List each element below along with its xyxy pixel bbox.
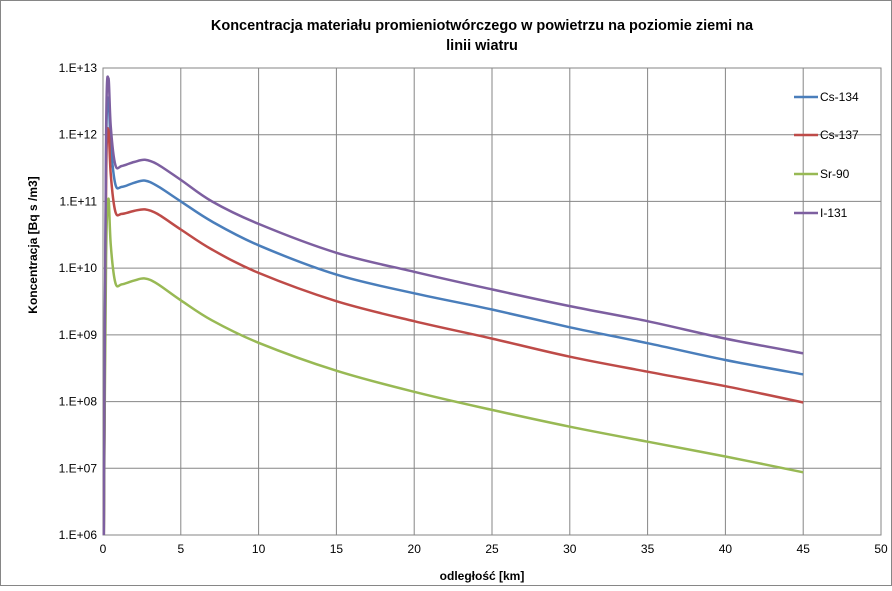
- y-tick-label: 1.E+13: [59, 61, 98, 75]
- x-tick-label: 20: [408, 542, 422, 556]
- y-axis-tick-labels: 1.E+06 1.E+07 1.E+08 1.E+09 1.E+10 1.E+11 1.E+…: [59, 61, 98, 542]
- x-tick-label: 0: [100, 542, 107, 556]
- y-tick-label: 1.E+12: [59, 128, 98, 142]
- y-tick-label: 1.E+09: [59, 328, 98, 342]
- x-tick-label: 50: [874, 542, 888, 556]
- legend-label: Cs-137: [820, 128, 859, 142]
- x-tick-label: 5: [177, 542, 184, 556]
- gridlines: [103, 68, 881, 535]
- series-line-cs-137: [102, 127, 804, 536]
- y-tick-label: 1.E+10: [59, 261, 98, 275]
- x-tick-label: 40: [719, 542, 733, 556]
- y-axis-label: Koncentracja [Bq s /m3]: [26, 176, 40, 313]
- legend-label: I-131: [820, 206, 848, 220]
- x-tick-label: 10: [252, 542, 266, 556]
- legend-label: Sr-90: [820, 167, 850, 181]
- legend: Cs-134 Cs-137 Sr-90 I-131: [794, 90, 859, 220]
- series-lines: [102, 75, 804, 536]
- x-axis-tick-labels: 0 5 10 15 20 25 30 35 40 45 50: [100, 542, 888, 556]
- x-tick-label: 25: [485, 542, 499, 556]
- chart-title-line-1: Koncentracja materiału promieniotwórczeg…: [211, 18, 754, 34]
- x-tick-label: 15: [330, 542, 344, 556]
- y-tick-label: 1.E+07: [59, 461, 98, 475]
- y-tick-label: 1.E+08: [59, 395, 98, 409]
- series-line-sr-90: [102, 197, 804, 536]
- y-tick-label: 1.E+11: [60, 194, 98, 208]
- x-tick-label: 35: [641, 542, 655, 556]
- legend-label: Cs-134: [820, 90, 859, 104]
- chart-title-line-2: linii wiatru: [446, 38, 518, 54]
- x-axis-label: odległość [km]: [440, 569, 525, 583]
- x-tick-label: 30: [563, 542, 577, 556]
- x-tick-label: 45: [797, 542, 811, 556]
- y-tick-label: 1.E+06: [59, 528, 98, 542]
- series-line-i-131: [102, 75, 804, 536]
